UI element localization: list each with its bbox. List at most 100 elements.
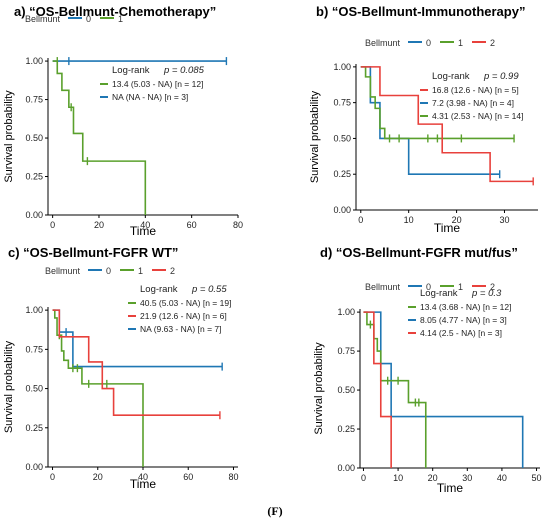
y-tick-label: 0.00 (25, 210, 43, 220)
panel-b-title: b) “OS-Bellmunt-Immunotherapy” (316, 4, 526, 19)
y-tick-label: 1.00 (333, 62, 351, 72)
km-curve-1 (360, 66, 515, 140)
stats-block: Log-rank p = 0.085 13.4 (5.03 - NA) [n = 1… (100, 65, 205, 102)
y-tick-label: 0.75 (25, 95, 43, 105)
km-curve-1 (363, 311, 427, 468)
x-tick-label: 20 (93, 472, 103, 482)
legend-label-0: 0 (106, 266, 111, 276)
panel-d: Bellmunt 0 1 2 0.00 0.25 0.50 0.75 1.00 0 10 20 30 40… (313, 282, 542, 495)
x-axis-label: Time (130, 224, 157, 238)
y-tick-label: 0.00 (25, 462, 43, 472)
y-tick-label: 0.75 (333, 98, 351, 108)
legend: Bellmunt 0 1 2 (45, 266, 175, 276)
logrank-label: Log-rank (140, 284, 178, 295)
legend-title: Bellmunt (25, 14, 61, 24)
panel-d-title: d) “OS-Bellmunt-FGFR mut/fus” (320, 245, 518, 260)
figure-label: (F) (267, 504, 283, 518)
median-note-0: 7.2 (3.98 - NA) [n = 4] (432, 98, 514, 108)
y-tick-label: 1.00 (25, 305, 43, 315)
x-tick-label: 0 (50, 472, 55, 482)
y-tick-label: 0.75 (337, 346, 355, 356)
median-note-2: 4.14 (2.5 - NA) [n = 3] (420, 328, 502, 338)
legend-label-0: 0 (426, 38, 431, 48)
legend-title: Bellmunt (45, 266, 81, 276)
km-curve-1 (52, 60, 147, 215)
x-tick-label: 20 (94, 220, 104, 230)
x-tick-label: 50 (532, 473, 542, 483)
x-tick-label: 60 (183, 472, 193, 482)
panel-a-title: a) “OS-Bellmunt-Chemotherapy” (14, 4, 217, 19)
km-curve-1 (52, 309, 144, 467)
y-tick-label: 0.00 (333, 205, 351, 215)
y-axis-label: Survival probability (3, 340, 15, 433)
logrank-label: Log-rank (112, 65, 150, 76)
median-note-1: 13.4 (3.68 - NA) [n = 12] (420, 302, 511, 312)
y-tick-label: 0.50 (337, 385, 355, 395)
legend-title: Bellmunt (365, 38, 401, 48)
legend-label-2: 2 (490, 282, 495, 292)
x-tick-label: 0 (358, 215, 363, 225)
x-tick-label: 30 (499, 215, 509, 225)
panel-c: Bellmunt 0 1 2 0.00 0.25 0.50 0.75 1.00 0 20 40 60 80… (3, 266, 238, 491)
x-tick-label: 60 (187, 220, 197, 230)
y-tick-label: 0.50 (333, 133, 351, 143)
y-tick-label: 0.25 (25, 172, 43, 182)
median-note-1: 40.5 (5.03 - NA) [n = 19] (140, 298, 231, 308)
legend-title: Bellmunt (365, 282, 401, 292)
p-value: p = 0.99 (483, 71, 519, 82)
legend-label-2: 2 (170, 266, 175, 276)
y-axis-label: Survival probability (309, 90, 321, 183)
logrank-label: Log-rank (420, 288, 458, 299)
legend-label-0: 0 (426, 282, 431, 292)
median-note-2: 21.9 (12.6 - NA) [n = 6] (140, 311, 227, 321)
panel-b: Bellmunt 0 1 2 0.00 0.25 0.50 0.75 1.00 0 10 20 30 Ti… (309, 38, 538, 235)
median-note-0: NA (9.63 - NA) [n = 7] (140, 324, 222, 334)
x-axis-label: Time (437, 481, 464, 495)
logrank-label: Log-rank (432, 71, 470, 82)
y-tick-label: 1.00 (25, 56, 43, 66)
x-tick-label: 40 (497, 473, 507, 483)
median-note-1: 13.4 (5.03 - NA) [n = 12] (112, 79, 203, 89)
km-curve-2 (360, 66, 534, 183)
x-axis-label: Time (434, 221, 461, 235)
km-curve-2 (52, 309, 220, 417)
y-tick-label: 0.25 (333, 169, 351, 179)
x-axis-label: Time (130, 477, 157, 491)
x-tick-label: 0 (50, 220, 55, 230)
x-tick-label: 10 (404, 215, 414, 225)
x-tick-label: 30 (462, 473, 472, 483)
legend-label-0: 0 (86, 14, 91, 24)
x-tick-label: 20 (452, 215, 462, 225)
stats-block: Log-rank p = 0.99 16.8 (12.6 - NA) [n = 5]… (420, 71, 523, 121)
legend-label-1: 1 (118, 14, 123, 24)
km-curve-2 (363, 311, 392, 468)
median-note-0: 8.05 (4.77 - NA) [n = 3] (420, 315, 507, 325)
x-tick-label: 20 (428, 473, 438, 483)
stats-block: Log-rank p = 0.55 40.5 (5.03 - NA) [n = 19… (128, 284, 231, 334)
y-tick-label: 0.75 (25, 344, 43, 354)
p-value: p = 0.55 (191, 284, 227, 295)
x-tick-label: 10 (393, 473, 403, 483)
x-tick-label: 40 (138, 472, 148, 482)
x-tick-label: 0 (361, 473, 366, 483)
legend: Bellmunt 0 1 (25, 14, 123, 24)
y-tick-label: 0.00 (337, 463, 355, 473)
x-tick-label: 80 (228, 472, 238, 482)
p-value: p = 0.3 (471, 288, 502, 299)
y-tick-label: 0.25 (25, 423, 43, 433)
legend-label-1: 1 (138, 266, 143, 276)
y-tick-label: 1.00 (337, 307, 355, 317)
p-value: p = 0.085 (163, 65, 205, 76)
median-note-1: 4.31 (2.53 - NA) [n = 14] (432, 111, 523, 121)
x-tick-label: 80 (233, 220, 243, 230)
panel-c-title: c) “OS-Bellmunt-FGFR WT” (8, 245, 179, 260)
median-note-0: NA (NA - NA) [n = 3] (112, 92, 188, 102)
y-tick-label: 0.50 (25, 133, 43, 143)
legend-label-1: 1 (458, 282, 463, 292)
legend-label-1: 1 (458, 38, 463, 48)
y-axis-label: Survival probability (3, 90, 15, 183)
y-tick-label: 0.50 (25, 384, 43, 394)
y-tick-label: 0.25 (337, 424, 355, 434)
stats-block: Log-rank p = 0.3 13.4 (3.68 - NA) [n = 12]… (408, 288, 511, 338)
